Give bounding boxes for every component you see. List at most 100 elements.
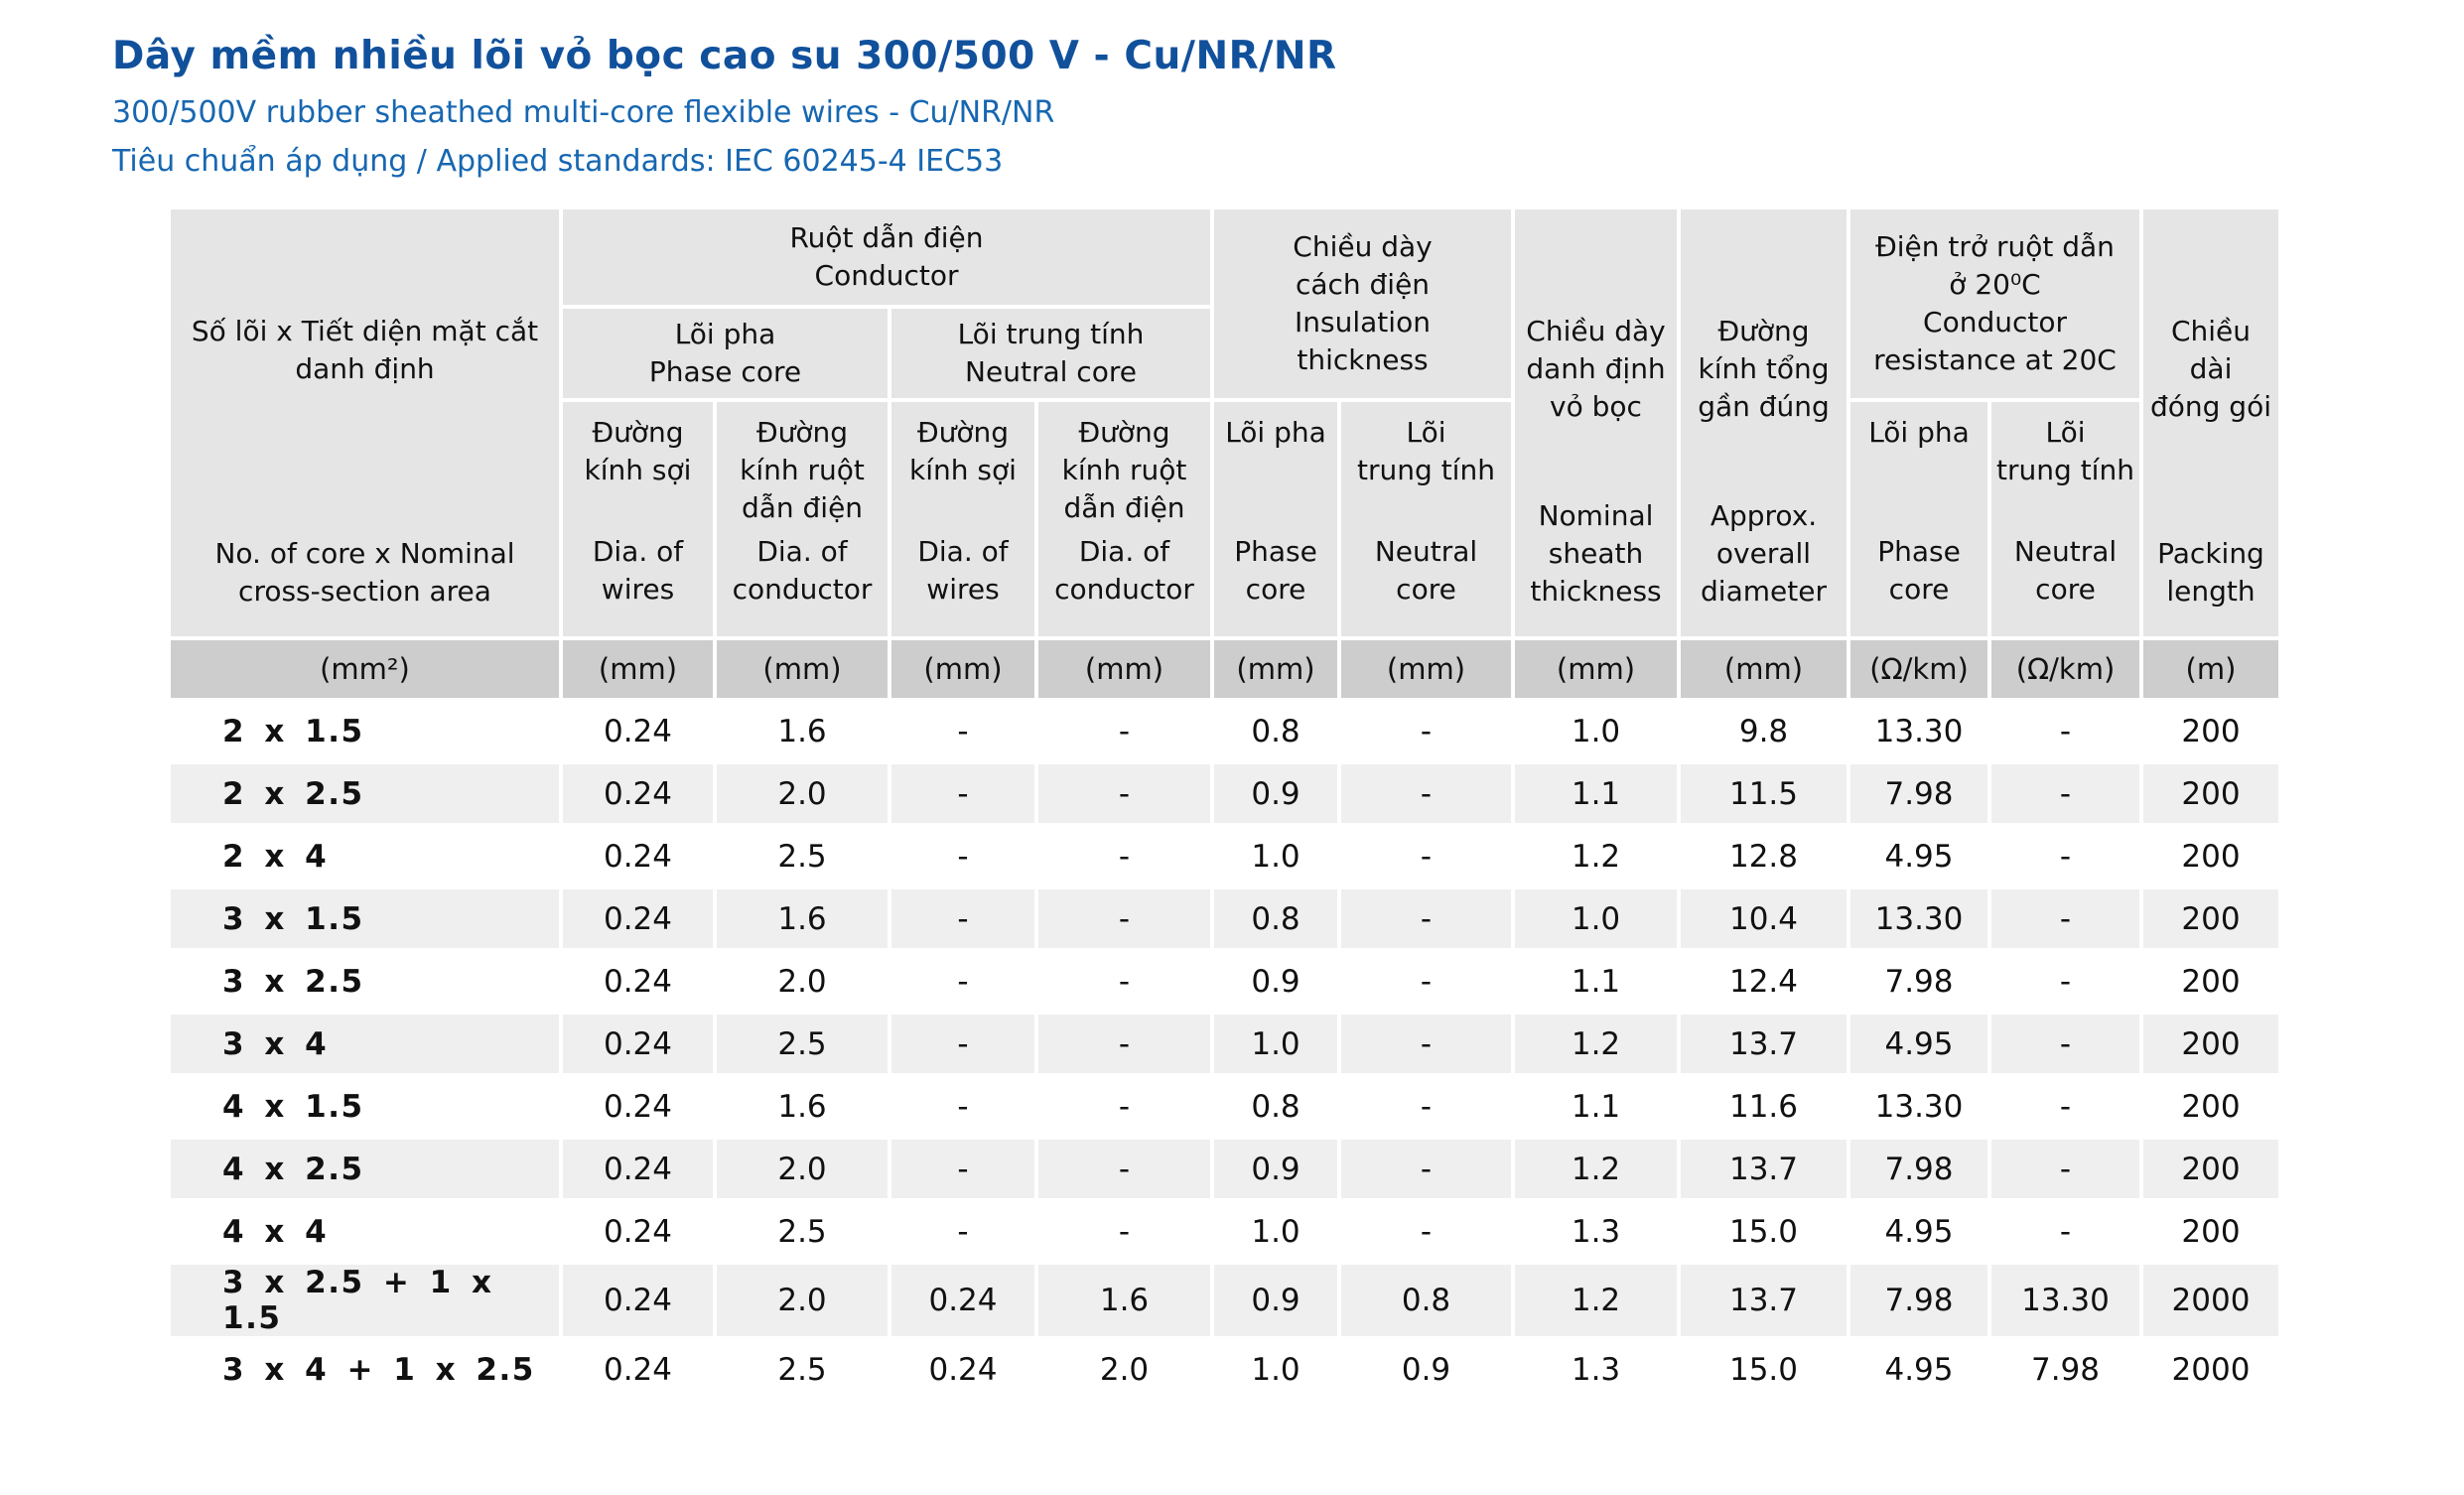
col-header-neutral-dia-conductor-vi: Đường kính ruột dẫn điện [1061,416,1187,524]
cell: - [1991,889,2139,948]
row-label: 2 x 4 [171,827,559,885]
unit-cell: (mm) [563,640,713,698]
col-header-packing-vi: Chiều dài đóng gói [2149,315,2271,423]
col-header-resistance-neutral-vi: Lõi trung tính [1996,416,2134,486]
col-group-insulation-en: Insulation thickness [1295,306,1431,376]
unit-cell: (mm) [1214,640,1337,698]
cell: 12.8 [1681,827,1847,885]
cell: 1.3 [1515,1340,1677,1399]
cell: 200 [2143,1077,2278,1136]
col-header-overall-diameter: Đường kính tổng gần đúng Approx. overall… [1681,209,1847,636]
table-row: 3 x 2.5 0.24 2.0 - - 0.9 - 1.1 12.4 7.98… [171,952,2278,1011]
cell: 0.8 [1214,889,1337,948]
unit-cell: (mm) [717,640,888,698]
cell: 1.3 [1515,1202,1677,1261]
cell: 7.98 [1991,1340,2139,1399]
row-label: 3 x 4 [171,1015,559,1073]
units-row: (mm²) (mm) (mm) (mm) (mm) (mm) (mm) (mm)… [171,640,2278,698]
col-header-insulation-neutral-vi: Lõi trung tính [1357,416,1495,486]
cell: 12.4 [1681,952,1847,1011]
cell: 0.9 [1214,1265,1337,1336]
cell: - [891,1140,1034,1198]
cell: 4.95 [1850,1015,1987,1073]
page-header: Dây mềm nhiều lõi vỏ bọc cao su 300/500 … [112,34,1337,179]
cell: - [1991,1015,2139,1073]
cell: - [891,764,1034,823]
cell: 0.24 [563,889,713,948]
unit-cell: (mm) [1038,640,1210,698]
col-header-insulation-phase-vi: Lõi pha [1225,416,1326,449]
cell: 13.7 [1681,1140,1847,1198]
cell: 1.0 [1214,1015,1337,1073]
cell: 2000 [2143,1265,2278,1336]
cell: 4.95 [1850,1340,1987,1399]
cell: 11.5 [1681,764,1847,823]
cell: 7.98 [1850,764,1987,823]
col-group-resistance-vi: Điện trở ruột dẫn ở 20⁰C [1875,230,2115,301]
row-label: 4 x 4 [171,1202,559,1261]
cell: 2.5 [717,1340,888,1399]
col-header-packing: Chiều dài đóng gói Packing length [2143,209,2278,636]
cell: 0.24 [563,764,713,823]
cell: - [1341,1140,1511,1198]
cell: 0.24 [563,1265,713,1336]
cell: 1.2 [1515,1265,1677,1336]
cell: 0.24 [563,1077,713,1136]
cell: - [1038,764,1210,823]
cell: 2000 [2143,1340,2278,1399]
cell: 0.8 [1341,1265,1511,1336]
col-header-overall-diameter-en: Approx. overall diameter [1701,499,1827,608]
cell: - [1038,1140,1210,1198]
unit-cell: (mm) [891,640,1034,698]
cell: 1.0 [1515,702,1677,760]
page-subtitle: 300/500V rubber sheathed multi-core flex… [112,95,1055,130]
cell: 200 [2143,952,2278,1011]
table-row: 4 x 4 0.24 2.5 - - 1.0 - 1.3 15.0 4.95 -… [171,1202,2278,1261]
col-group-neutral-core: Lõi trung tính Neutral core [891,309,1210,398]
table-row: 2 x 2.5 0.24 2.0 - - 0.9 - 1.1 11.5 7.98… [171,764,2278,823]
spec-table: Số lõi x Tiết diện mặt cắt danh định No.… [167,205,2282,1403]
cell: 0.8 [1214,1077,1337,1136]
col-header-phase-dia-wires-en: Dia. of wires [592,535,684,606]
cell: - [891,1077,1034,1136]
cell: 1.1 [1515,952,1677,1011]
col-header-resistance-phase: Lõi pha Phase core [1850,402,1987,636]
col-header-insulation-phase: Lõi pha Phase core [1214,402,1337,636]
cell: - [1991,1077,2139,1136]
cell: 0.24 [563,702,713,760]
col-header-phase-dia-wires: Đường kính sợi Dia. of wires [563,402,713,636]
cell: - [1038,889,1210,948]
cell: 9.8 [1681,702,1847,760]
cell: 13.30 [1850,889,1987,948]
row-label: 3 x 2.5 + 1 x 1.5 [171,1265,559,1336]
cell: 2.0 [717,1140,888,1198]
col-header-insulation-phase-en: Phase core [1234,535,1317,606]
col-group-resistance-en: Conductor resistance at 20C [1873,306,2117,376]
col-group-insulation: Chiều dày cách điện Insulation thickness [1214,209,1511,398]
cell: 2.0 [717,764,888,823]
col-header-neutral-dia-wires-en: Dia. of wires [917,535,1009,606]
col-header-phase-dia-conductor-vi: Đường kính ruột dẫn điện [740,416,865,524]
cell: - [1341,827,1511,885]
unit-cell: (mm) [1341,640,1511,698]
cell: 200 [2143,702,2278,760]
cell: - [1038,702,1210,760]
cell: 0.24 [891,1265,1034,1336]
col-group-neutral-core-vi: Lõi trung tính [957,318,1145,350]
cell: - [1341,889,1511,948]
cell: 15.0 [1681,1340,1847,1399]
cell: 0.9 [1214,764,1337,823]
cell: 200 [2143,764,2278,823]
cell: 0.24 [563,952,713,1011]
cell: 7.98 [1850,1140,1987,1198]
cell: 0.9 [1214,1140,1337,1198]
cell: - [1341,764,1511,823]
row-label: 2 x 2.5 [171,764,559,823]
cell: 2.0 [717,952,888,1011]
col-group-neutral-core-en: Neutral core [965,355,1137,388]
cell: - [1341,702,1511,760]
cell: 0.9 [1341,1340,1511,1399]
table-row: 3 x 2.5 + 1 x 1.5 0.24 2.0 0.24 1.6 0.9 … [171,1265,2278,1336]
cell: - [1991,952,2139,1011]
cell: 1.6 [717,702,888,760]
